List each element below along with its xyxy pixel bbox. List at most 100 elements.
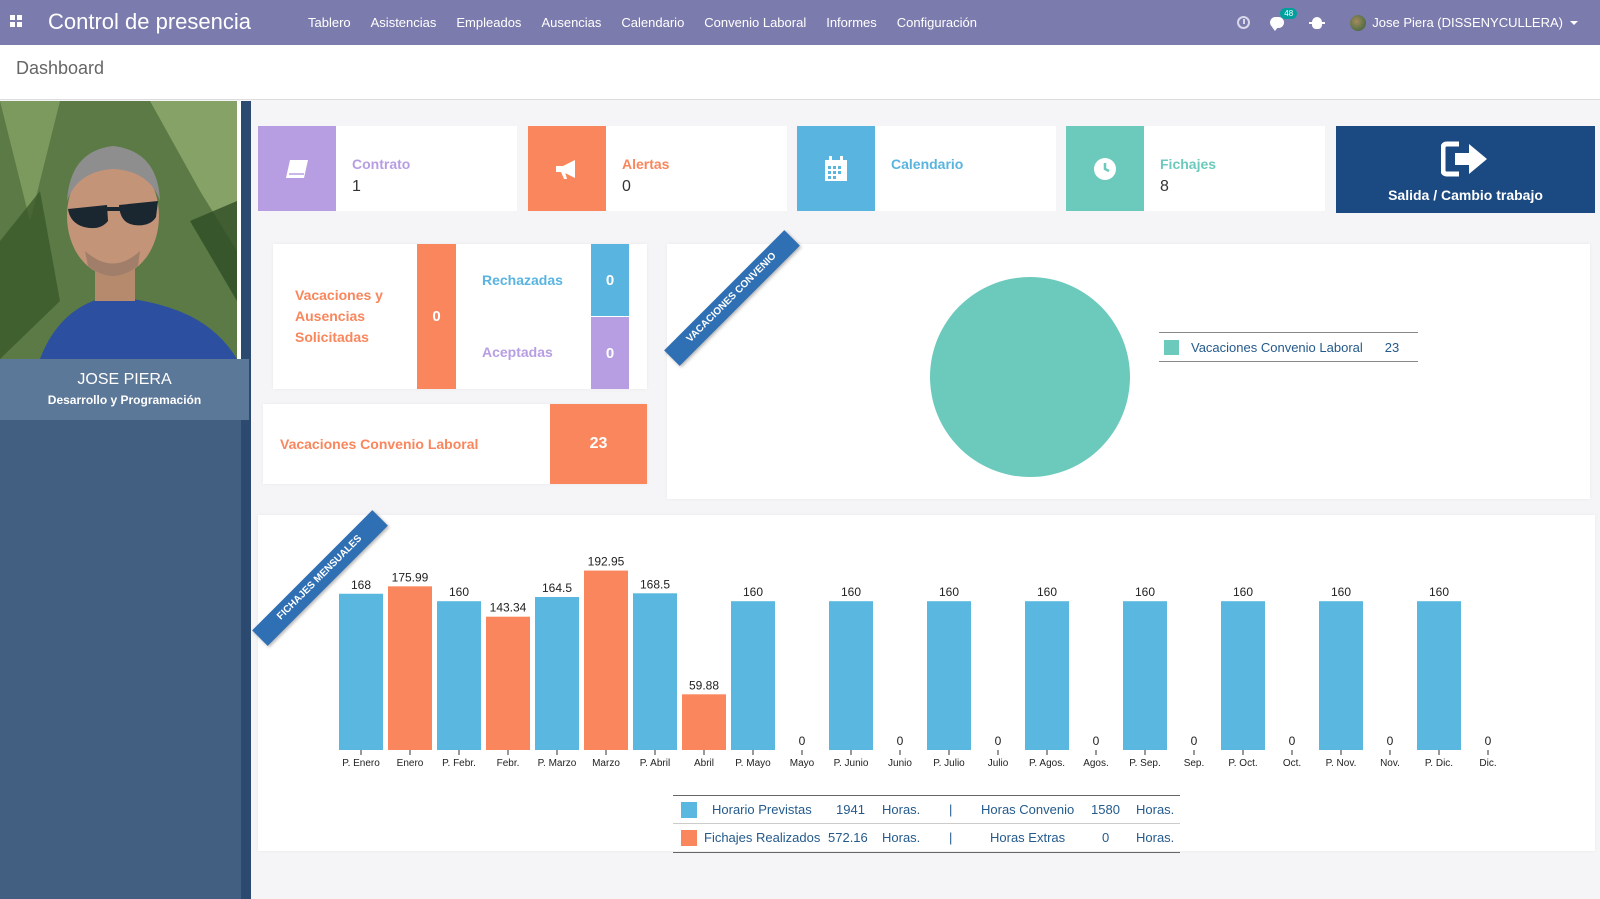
pie-legend-row: Vacaciones Convenio Laboral 23 [1159,333,1418,361]
x-tick-label: Agos. [1083,758,1109,769]
tile-calendario[interactable]: Calendario [797,126,1056,211]
bar-value-label: 160 [1331,585,1351,599]
tile-alertas-label: Alertas [622,156,670,172]
bar[interactable] [437,601,481,750]
extras-unit: Horas. [1136,830,1175,845]
menu-configuracion[interactable]: Configuración [896,15,977,30]
x-tick-label: Sep. [1184,758,1205,769]
bar-value-label: 0 [995,734,1002,748]
bar[interactable] [633,593,677,750]
tile-contrato-label: Contrato [352,156,411,172]
x-tick-label: P. Oct. [1228,758,1257,769]
bar[interactable] [1417,601,1461,750]
menu-tablero[interactable]: Tablero [308,15,351,30]
clock-icon [1237,16,1251,29]
bar[interactable] [1221,601,1265,750]
pie-legend-value: 23 [1384,339,1400,355]
x-tick-label: Nov. [1380,758,1400,769]
bar[interactable] [388,586,432,750]
bar[interactable] [486,616,530,750]
messages-button[interactable]: 48 [1270,8,1298,31]
aceptadas-label: Aceptadas [482,344,553,360]
x-tick-label: P. Junio [834,758,869,769]
extras-value: 0 [1102,830,1110,845]
messages-count-badge: 48 [1280,8,1298,19]
bar-chart: 168 P. Enero 175.99 Enero 160 P. Febr. 143.34 F… [339,555,1497,769]
activity-button[interactable] [1237,16,1251,29]
rechazadas-value[interactable]: 0 [591,244,629,316]
bar[interactable] [829,601,873,750]
tile-fichajes-value: 8 [1160,178,1169,195]
bug-icon [1309,16,1326,29]
bar-value-label: 0 [1191,734,1198,748]
bar-chart-legend: Horario Previstas 1941 Horas. | Horas Co… [673,795,1180,853]
x-tick-label: Abril [694,758,714,769]
bar-value-label: 160 [449,585,469,599]
bar-value-label: 168 [351,578,371,592]
solicitadas-value[interactable]: 0 [417,244,456,389]
chevron-down-icon [1570,20,1578,25]
bar-value-label: 0 [897,734,904,748]
x-tick-label: Mayo [790,758,815,769]
bar[interactable] [1123,601,1167,750]
x-tick-label: Febr. [497,758,520,769]
pie-chart [930,277,1130,477]
menu-convenio-laboral[interactable]: Convenio Laboral [704,15,807,30]
tile-alertas[interactable]: Alertas 0 [528,126,787,211]
convenio-value[interactable]: 23 [550,404,647,484]
menu-asistencias[interactable]: Asistencias [370,15,437,30]
bar[interactable] [1319,601,1363,750]
bar-value-label: 160 [743,585,763,599]
salida-button[interactable]: Salida / Cambio trabajo [1336,126,1595,213]
pie-legend-label: Vacaciones Convenio Laboral [1191,339,1363,355]
tile-fichajes-label: Fichajes [1160,156,1217,172]
legend-row-realizados: Fichajes Realizados 572.16 Horas. | Hora… [673,824,1180,852]
bar-value-label: 0 [1093,734,1100,748]
bar[interactable] [1025,601,1069,750]
x-tick-label: Dic. [1479,758,1496,769]
aceptadas-value[interactable]: 0 [591,317,629,389]
bar[interactable] [339,593,383,750]
debug-button[interactable] [1309,16,1326,29]
bar-value-label: 160 [1037,585,1057,599]
menu-ausencias[interactable]: Ausencias [541,15,602,30]
x-tick-label: P. Abril [640,758,670,769]
bar-value-label: 164.5 [542,581,572,595]
legend-swatch [681,802,697,818]
realizados-value: 572.16 [828,830,868,845]
bar-value-label: 0 [799,734,806,748]
user-name: Jose Piera (DISSENYCULLERA) [1372,15,1563,30]
apps-grid-icon[interactable] [10,15,22,27]
menu-informes[interactable]: Informes [826,15,877,30]
menu-calendario[interactable]: Calendario [621,15,685,30]
employee-sidebar: JOSE PIERA Desarrollo y Programación [0,101,251,899]
calendar-icon [797,126,875,211]
solicitadas-label: Vacaciones y Ausencias Solicitadas [295,287,383,345]
employee-photo [0,101,237,359]
tile-contrato[interactable]: Contrato 1 [258,126,517,211]
salida-label: Salida / Cambio trabajo [1388,187,1543,203]
menu-empleados[interactable]: Empleados [456,15,522,30]
x-tick-label: Enero [397,758,424,769]
clock-icon [1066,126,1144,211]
x-tick-label: P. Marzo [538,758,577,769]
pie-slice[interactable] [930,277,1130,477]
pie-chart-card: Vacaciones Convenio Laboral 23 [667,244,1590,499]
bar[interactable] [535,597,579,750]
user-menu[interactable]: Jose Piera (DISSENYCULLERA) [1350,14,1578,31]
bar-value-label: 160 [1429,585,1449,599]
x-tick-label: Julio [988,758,1009,769]
tile-fichajes[interactable]: Fichajes 8 [1066,126,1325,211]
realizados-unit: Horas. [882,830,921,845]
bar[interactable] [584,570,628,750]
app-title: Control de presencia [48,9,252,34]
rechazadas-label: Rechazadas [482,272,563,288]
control-panel: Dashboard [0,45,1600,100]
bar[interactable] [731,601,775,750]
tile-calendario-label: Calendario [891,156,964,172]
bar[interactable] [927,601,971,750]
x-tick-label: P. Mayo [735,758,771,769]
bar[interactable] [682,694,726,750]
x-tick-label: Junio [888,758,912,769]
x-tick-label: Oct. [1283,758,1301,769]
